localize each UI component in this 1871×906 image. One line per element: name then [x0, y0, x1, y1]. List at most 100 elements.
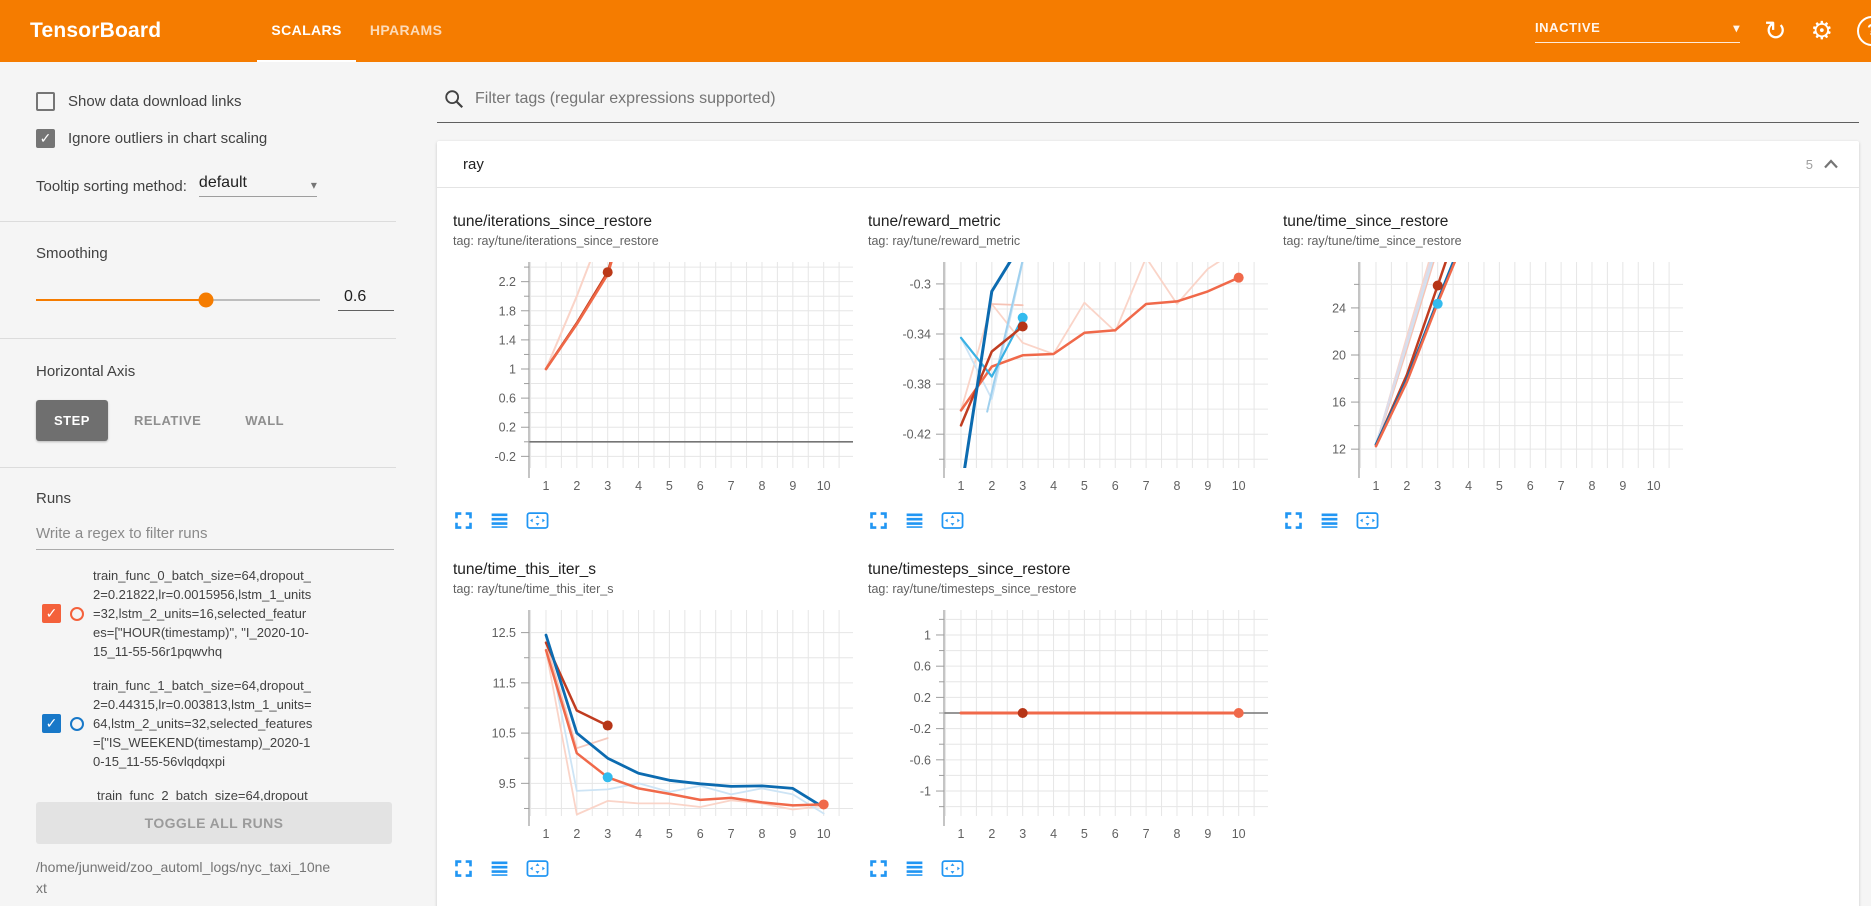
svg-text:4: 4 — [1050, 479, 1057, 493]
chart-plot-area[interactable]: 1 0.6 0.2 -0.2 -0.6 -1 1 2 3 4 5 6 7 8 9 10 — [868, 604, 1276, 844]
settings-sidebar: Show data download links ✓ Ignore outliers… — [0, 62, 420, 906]
svg-text:3: 3 — [604, 827, 611, 841]
run-row[interactable]: ✓ train_func_0_batch_size=64,dropout_2=0.… — [36, 566, 394, 661]
checkbox-checked-icon[interactable]: ✓ — [36, 129, 55, 148]
smoothing-slider-knob[interactable] — [198, 292, 214, 307]
svg-text:2: 2 — [573, 827, 580, 841]
expand-icon[interactable] — [1283, 510, 1304, 531]
tab-scalars[interactable]: SCALARS — [257, 0, 356, 62]
svg-text:6: 6 — [1112, 479, 1119, 493]
axis-button-wall[interactable]: WALL — [245, 413, 285, 428]
run-checkbox[interactable]: ✓ — [42, 604, 61, 623]
chart-plot-area[interactable]: 2.2 1.8 1.4 1 0.6 0.2 -0.2 1 2 3 4 5 6 7 8 9 10 — [453, 256, 861, 496]
chart-series-line — [544, 648, 825, 807]
runs-list-icon[interactable] — [489, 858, 510, 879]
expand-icon[interactable] — [453, 858, 474, 879]
chart-tag: tag: ray/tune/reward_metric — [868, 234, 1021, 248]
tag-group-header[interactable]: ray 5 — [437, 141, 1859, 188]
svg-text:-0.34: -0.34 — [903, 328, 932, 342]
tooltip-sort-label: Tooltip sorting method: — [36, 178, 187, 195]
svg-text:4: 4 — [635, 479, 642, 493]
chart-plot-area[interactable]: -0.3 -0.34 -0.38 -0.42 1 2 3 4 5 6 7 8 9 10 — [868, 256, 1276, 496]
svg-text:6: 6 — [697, 479, 704, 493]
svg-text:2: 2 — [988, 827, 995, 841]
runs-list-icon[interactable] — [904, 858, 925, 879]
help-icon[interactable]: ? — [1857, 16, 1871, 46]
svg-text:1: 1 — [924, 628, 931, 642]
expand-icon[interactable] — [868, 510, 889, 531]
general-settings: Show data download links ✓ Ignore outliers… — [36, 92, 394, 148]
chart-series-line — [1374, 262, 1457, 448]
section-divider — [0, 338, 396, 339]
svg-text:24: 24 — [1332, 301, 1346, 315]
top-nav-tabs: SCALARS HPARAMS — [257, 0, 456, 62]
svg-text:10.5: 10.5 — [492, 727, 516, 741]
svg-text:0.2: 0.2 — [499, 421, 516, 435]
chart-series-line — [545, 262, 592, 370]
runs-list-icon[interactable] — [904, 510, 925, 531]
smoothing-slider-fill — [36, 298, 207, 301]
svg-text:6: 6 — [1527, 479, 1534, 493]
svg-text:8: 8 — [1588, 479, 1595, 493]
svg-text:1: 1 — [542, 479, 549, 493]
run-name: train_func_1_batch_size=64,dropout_2=0.4… — [93, 678, 313, 769]
svg-text:-0.2: -0.2 — [494, 450, 516, 464]
fit-domain-icon[interactable] — [1355, 510, 1380, 531]
fit-domain-icon[interactable] — [525, 510, 550, 531]
refresh-icon[interactable]: ↻ — [1763, 15, 1787, 46]
fit-domain-icon[interactable] — [940, 858, 965, 879]
svg-text:16: 16 — [1332, 396, 1346, 410]
expand-icon[interactable] — [868, 858, 889, 879]
setting-checkbox-row[interactable]: Show data download links — [36, 92, 394, 111]
tag-filter-input[interactable] — [475, 90, 1859, 108]
svg-text:1: 1 — [957, 827, 964, 841]
run-row[interactable]: ✓ train_func_1_batch_size=64,dropout_2=0.… — [36, 676, 394, 771]
chart-series-line — [959, 276, 1240, 412]
chart-title: tune/iterations_since_restore — [453, 213, 653, 230]
runs-list-icon[interactable] — [489, 510, 510, 531]
chart-series-line — [1375, 262, 1432, 446]
fit-domain-icon[interactable] — [940, 510, 965, 531]
toggle-all-runs-button[interactable]: TOGGLE ALL RUNS — [36, 802, 392, 844]
tab-hparams[interactable]: HPARAMS — [369, 22, 443, 38]
chart-toolbar — [868, 858, 1283, 879]
gear-icon[interactable]: ⚙ — [1810, 16, 1833, 45]
expand-icon[interactable] — [453, 510, 474, 531]
fit-domain-icon[interactable] — [525, 858, 550, 879]
axis-button-relative[interactable]: RELATIVE — [133, 413, 202, 428]
svg-text:-0.38: -0.38 — [903, 378, 932, 392]
svg-text:10: 10 — [1232, 827, 1246, 841]
reload-mode-select[interactable]: INACTIVE ▾ — [1534, 20, 1740, 43]
svg-text:-0.42: -0.42 — [903, 428, 932, 442]
svg-text:10: 10 — [817, 827, 831, 841]
tooltip-sort-value: default — [198, 174, 247, 191]
smoothing-slider[interactable] — [36, 292, 320, 307]
chart-series-line — [959, 325, 1024, 427]
scalar-chart: tune/time_this_iter_s tag: ray/tune/time_… — [453, 561, 868, 879]
svg-text:9: 9 — [789, 479, 796, 493]
chevron-up-icon[interactable] — [1823, 159, 1839, 169]
chart-series-line — [990, 303, 1024, 307]
run-checkbox[interactable]: ✓ — [42, 714, 61, 733]
smoothing-value[interactable]: 0.6 — [338, 288, 394, 311]
tooltip-sort-select[interactable]: default ▾ — [198, 174, 317, 197]
tag-group-card: ray 5 tune/iterations_since_restore tag: … — [437, 141, 1859, 906]
svg-text:10: 10 — [817, 479, 831, 493]
run-radio[interactable] — [70, 606, 84, 621]
tooltip-sort-row: Tooltip sorting method: default ▾ — [36, 174, 394, 199]
svg-text:7: 7 — [1143, 479, 1150, 493]
runs-filter-input[interactable] — [36, 525, 394, 550]
main-content: ray 5 tune/iterations_since_restore tag: … — [420, 62, 1871, 906]
axis-button-step[interactable]: STEP — [36, 400, 108, 441]
chart-plot-area[interactable]: 12.5 11.5 10.5 9.5 1 2 3 4 5 6 7 8 9 10 — [453, 604, 861, 844]
setting-checkbox-label: Ignore outliers in chart scaling — [68, 130, 268, 147]
tag-group-header-right: 5 — [1806, 157, 1839, 172]
svg-text:2.2: 2.2 — [499, 275, 516, 289]
svg-text:3: 3 — [604, 479, 611, 493]
svg-text:9.5: 9.5 — [499, 777, 516, 791]
setting-checkbox-row[interactable]: ✓ Ignore outliers in chart scaling — [36, 129, 394, 148]
checkbox-unchecked-icon[interactable] — [36, 92, 55, 111]
runs-list-icon[interactable] — [1319, 510, 1340, 531]
run-radio[interactable] — [70, 716, 84, 731]
